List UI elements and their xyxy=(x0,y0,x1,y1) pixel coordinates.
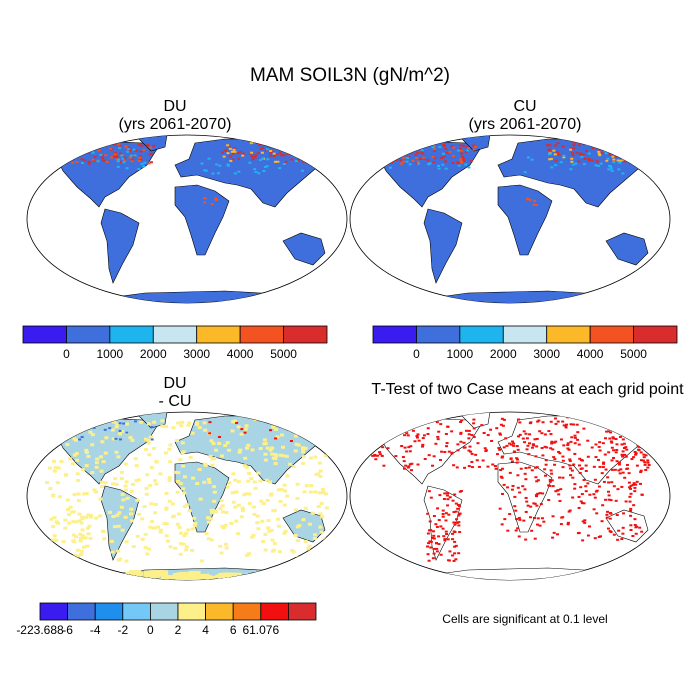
diff-panel-line1: DU xyxy=(163,375,187,392)
colorbar-label: -2 xyxy=(117,623,128,637)
colorbar-swatch xyxy=(177,602,207,621)
colorbar-label: 5000 xyxy=(620,347,647,361)
colorbar-label: -4 xyxy=(90,623,101,637)
colorbar-swatch xyxy=(94,602,124,621)
figure-title: MAM SOIL3N (gN/m^2) xyxy=(249,65,450,86)
colorbar-swatch xyxy=(232,602,262,621)
colorbar-swatch xyxy=(152,325,198,344)
colorbar-label: 2000 xyxy=(490,347,517,361)
colorbar-swatch xyxy=(633,325,678,344)
colorbar-swatch xyxy=(122,602,151,621)
significance-note: Cells are significant at 0.1 level xyxy=(442,612,608,626)
colorbar-label: 5000 xyxy=(270,347,297,361)
colorbar-label: 0 xyxy=(413,347,420,361)
colorbar-swatch xyxy=(196,325,241,344)
cu-colorbar: 0 1000 2000 3000 4000 5000 xyxy=(372,325,678,361)
ttest-panel-title: T-Test of two Case means at each grid po… xyxy=(371,381,684,398)
colorbar-swatch xyxy=(39,602,69,621)
colorbar-label: 4000 xyxy=(577,347,604,361)
colorbar-swatch xyxy=(459,325,504,344)
diff-colorbar: -223.688-6 -4 -2 0 2 4 6 61.076 xyxy=(16,602,317,637)
colorbar-label: 2000 xyxy=(140,347,167,361)
ttest-map xyxy=(349,411,671,581)
cu-panel-title: CU (yrs 2061-2070) xyxy=(375,98,675,134)
colorbar-label: 3000 xyxy=(183,347,210,361)
du-colorbar: 0 1000 2000 3000 4000 5000 xyxy=(22,325,328,361)
colorbar-label: -6 xyxy=(62,623,73,637)
colorbar-label: 2 xyxy=(175,623,182,637)
colorbar-label: 0 xyxy=(63,347,70,361)
colorbar-swatch xyxy=(66,325,111,344)
colorbar-label: 4 xyxy=(202,623,209,637)
colorbar-label: 61.076 xyxy=(242,623,279,637)
colorbar-swatch xyxy=(205,602,234,621)
colorbar-label: 6 xyxy=(230,623,237,637)
colorbar-swatch xyxy=(150,602,179,621)
colorbar-label: 3000 xyxy=(533,347,560,361)
cu-panel-years: (yrs 2061-2070) xyxy=(468,116,582,133)
cu-map xyxy=(349,134,671,304)
colorbar-swatch xyxy=(283,325,328,344)
colorbar-swatch xyxy=(546,325,591,344)
colorbar-label: -223.688 xyxy=(16,623,64,637)
colorbar-swatch xyxy=(22,325,67,344)
colorbar-swatch xyxy=(109,325,154,344)
colorbar-label: 1000 xyxy=(97,347,124,361)
diff-map xyxy=(26,411,348,581)
colorbar-label: 0 xyxy=(147,623,154,637)
colorbar-label: 4000 xyxy=(227,347,254,361)
cu-panel-name: CU xyxy=(513,98,537,115)
colorbar-swatch xyxy=(372,325,417,344)
diff-panel-line2: - CU xyxy=(158,393,192,410)
colorbar-swatch xyxy=(287,602,317,621)
colorbar-swatch xyxy=(502,325,548,344)
du-panel-title: DU (yrs 2061-2070) xyxy=(25,98,325,134)
colorbar-swatch xyxy=(260,602,289,621)
colorbar-swatch xyxy=(67,602,96,621)
colorbar-swatch xyxy=(416,325,461,344)
colorbar-swatch xyxy=(589,325,634,344)
du-panel-name: DU xyxy=(163,98,187,115)
colorbar-swatch xyxy=(239,325,284,344)
colorbar-label: 1000 xyxy=(447,347,474,361)
du-map xyxy=(26,134,348,304)
diff-panel-title: DU - CU xyxy=(25,375,325,411)
du-panel-years: (yrs 2061-2070) xyxy=(118,116,232,133)
